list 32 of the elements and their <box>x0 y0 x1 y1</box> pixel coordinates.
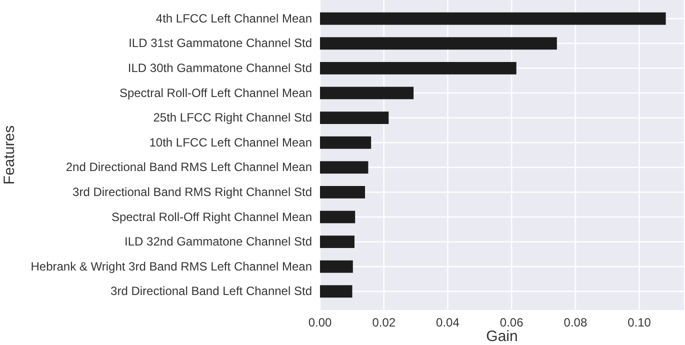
x-tick-label: 0.10 <box>628 316 652 330</box>
bar <box>320 210 356 224</box>
y-tick-label: Spectral Roll-Off Left Channel Mean <box>119 86 312 100</box>
bar <box>320 12 666 25</box>
y-tick-label: 4th LFCC Left Channel Mean <box>156 11 312 26</box>
y-tick-label: 25th LFCC Right Channel Std <box>153 110 312 125</box>
x-axis-title: Gain <box>486 328 518 345</box>
bar <box>320 136 372 149</box>
y-tick-label: 10th LFCC Left Channel Mean <box>149 135 312 150</box>
bar <box>320 285 352 298</box>
x-tick-label: 0.02 <box>372 316 396 330</box>
bar <box>320 161 368 174</box>
bar <box>320 260 353 273</box>
x-tick-label: 0.06 <box>500 316 524 330</box>
x-tick-label: 0.08 <box>564 316 588 330</box>
y-tick-label: ILD 30th Gammatone Channel Std <box>128 61 312 76</box>
bar <box>320 86 414 100</box>
y-tick-label: 3rd Directional Band RMS Right Channel Std <box>72 185 312 200</box>
bar <box>320 62 516 74</box>
bar <box>320 37 557 50</box>
y-tick-label: ILD 31st Gammatone Channel Std <box>128 36 312 50</box>
y-tick-label: 2nd Directional Band RMS Left Channel Mean <box>66 160 312 174</box>
y-tick-label: Spectral Roll-Off Right Channel Mean <box>111 210 312 224</box>
x-tick-label: 0.04 <box>436 316 460 330</box>
y-tick-label: ILD 32nd Gammatone Channel Std <box>124 234 312 249</box>
bar <box>320 186 366 198</box>
bar <box>320 112 389 124</box>
bar <box>320 236 354 248</box>
y-axis-title: Features <box>1 125 18 185</box>
y-tick-label: 3rd Directional Band Left Channel Std <box>110 284 312 298</box>
y-tick-label: Hebrank & Wright 3rd Band RMS Left Channel Mean <box>30 259 312 274</box>
x-tick-label: 0.00 <box>308 316 332 330</box>
